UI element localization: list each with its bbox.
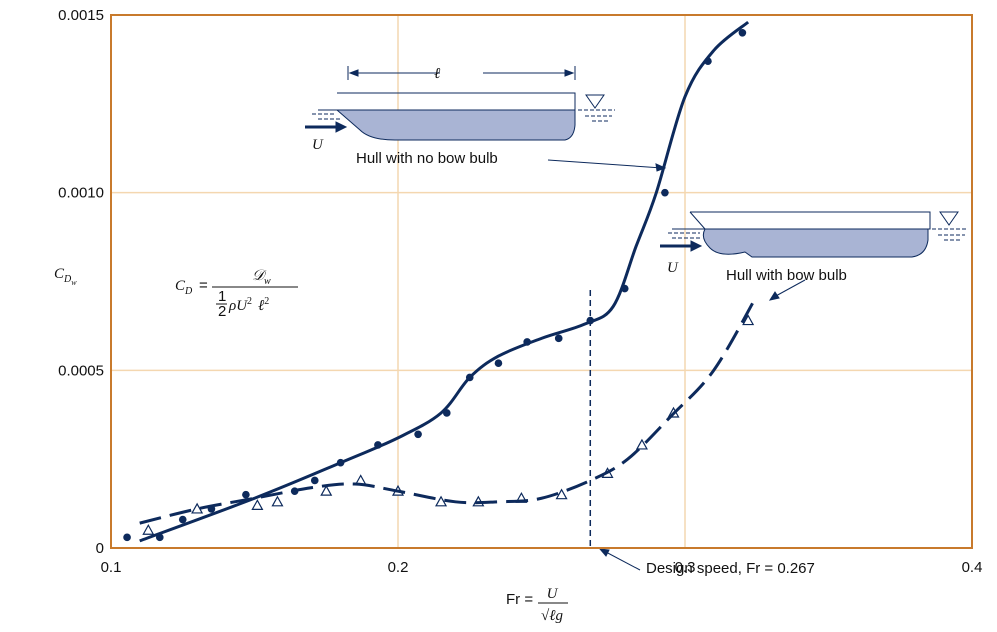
t: 2 bbox=[247, 296, 252, 307]
data-point bbox=[142, 523, 155, 535]
formula-num: 𝒟w bbox=[252, 268, 271, 287]
plot-frame bbox=[110, 14, 973, 549]
y-tick-label: 0.0010 bbox=[58, 185, 104, 202]
hull-diagram bbox=[660, 211, 968, 258]
data-point bbox=[435, 495, 448, 507]
x-tick-label: 0.1 bbox=[101, 559, 122, 576]
formula: CD = 𝒟w 1 2 ρU2 ℓ2 bbox=[175, 268, 298, 320]
flow-label: U bbox=[312, 137, 324, 153]
t: 1 bbox=[218, 288, 226, 305]
x-tick-label: 0.3 bbox=[675, 559, 696, 576]
y-tick-label: 0.0005 bbox=[58, 362, 104, 379]
data-point bbox=[251, 499, 264, 510]
x-tick-label: 0.4 bbox=[962, 559, 983, 576]
hull-diagram bbox=[305, 66, 615, 141]
data-point bbox=[494, 359, 503, 368]
t: ℓ bbox=[258, 298, 264, 314]
flow-label: U bbox=[667, 260, 679, 276]
data-point bbox=[310, 476, 319, 485]
t: C bbox=[175, 278, 186, 294]
data-point bbox=[635, 438, 648, 450]
y-axis-label: CDw bbox=[54, 266, 77, 287]
t: C bbox=[54, 266, 65, 282]
x-axis-label: Fr = bbox=[506, 591, 533, 608]
t: 𝒟 bbox=[252, 268, 267, 284]
x-axis-label-num: U bbox=[547, 586, 559, 602]
fit-curve bbox=[139, 294, 759, 525]
data-point bbox=[242, 490, 250, 499]
t: w bbox=[264, 276, 271, 287]
data-point bbox=[123, 533, 131, 542]
t: 2 bbox=[264, 296, 269, 307]
marks bbox=[123, 20, 759, 543]
data-point bbox=[554, 334, 563, 343]
data-point bbox=[320, 484, 333, 496]
formula-eq: = bbox=[199, 277, 208, 294]
data-point bbox=[555, 488, 568, 500]
y-tick-label: 0.0015 bbox=[58, 7, 104, 24]
hull-length-label: ℓ bbox=[434, 66, 440, 82]
t: w bbox=[71, 278, 77, 287]
annotation: Hull with no bow bulb bbox=[356, 150, 498, 167]
grid bbox=[111, 15, 972, 548]
data-point bbox=[738, 28, 747, 37]
t: ρU bbox=[228, 298, 248, 314]
x-tick-label: 0.2 bbox=[388, 559, 409, 576]
t: 2 bbox=[218, 303, 226, 320]
data-point bbox=[271, 495, 284, 507]
data-point bbox=[414, 430, 422, 439]
fit-curve bbox=[139, 20, 750, 543]
leader-line bbox=[547, 159, 806, 571]
data-point bbox=[661, 188, 669, 197]
annotation: Design speed, Fr = 0.267 bbox=[646, 560, 815, 577]
annotation: Hull with bow bulb bbox=[726, 267, 847, 284]
data-point bbox=[178, 515, 187, 524]
x-axis-label-den: √ℓg bbox=[541, 608, 563, 624]
formula-den: ρU2 ℓ2 bbox=[228, 296, 269, 314]
data-point bbox=[742, 314, 755, 326]
y-tick-label: 0 bbox=[96, 540, 104, 557]
t: D bbox=[184, 286, 193, 297]
data-point bbox=[191, 502, 204, 514]
formula-lhs: CD bbox=[175, 278, 193, 297]
t: D bbox=[63, 274, 72, 285]
